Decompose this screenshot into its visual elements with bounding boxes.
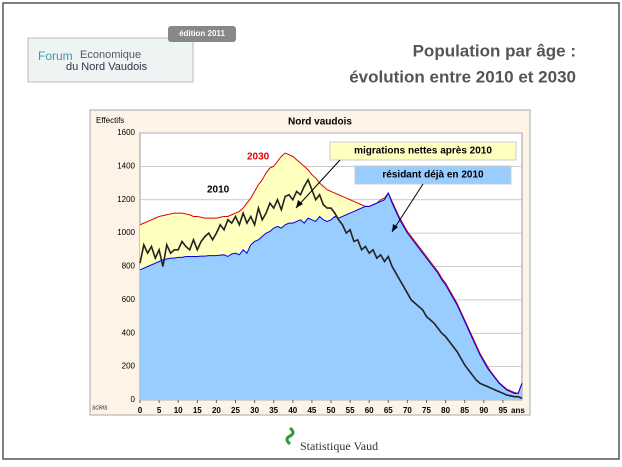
x-tick-label: 85 — [460, 406, 469, 415]
annotation: 2010 — [207, 185, 230, 196]
brand-icon — [285, 426, 295, 446]
title: Population par âge : — [413, 41, 576, 60]
x-tick-label: 20 — [212, 406, 221, 415]
x-tick-label: 95 — [498, 406, 507, 415]
x-tick-label: 75 — [422, 406, 431, 415]
x-tick-label: 50 — [327, 406, 336, 415]
y-tick-label: 1400 — [117, 161, 135, 170]
x-tick-label: 0 — [138, 406, 143, 415]
y-tick-label: 1000 — [117, 228, 135, 237]
line — [139, 152, 523, 394]
arrow-head — [296, 200, 303, 208]
x-tick-label: 25 — [231, 406, 240, 415]
y-tick-label: 400 — [122, 328, 136, 337]
x-tick-label: 70 — [403, 406, 412, 415]
line — [139, 177, 523, 400]
x-tick-label: 45 — [307, 406, 316, 415]
y-tick-label: 1600 — [117, 128, 135, 137]
y-axis-label: Effectifs — [96, 116, 124, 125]
x-tick-label: 35 — [269, 406, 278, 415]
y-tick-label: 1200 — [117, 195, 135, 204]
logo-text: Economique — [80, 49, 141, 61]
x-tick-label: 15 — [193, 406, 202, 415]
x-tick-label: 55 — [346, 406, 355, 415]
arrow — [295, 159, 341, 209]
x-tick-label: 30 — [250, 406, 259, 415]
x-tick-label: 80 — [441, 406, 450, 415]
footer-brand: Statistique Vaud — [300, 439, 378, 453]
arrow-head — [392, 224, 398, 232]
chart-title: Nord vaudois — [288, 117, 352, 128]
y-tick-label: 0 — [131, 395, 136, 404]
source: SCRIS — [92, 405, 108, 411]
annotation-box — [354, 165, 512, 185]
logo-text: du Nord Vaudois — [66, 61, 148, 73]
y-tick-label: 800 — [122, 262, 136, 271]
annotation-box — [329, 141, 517, 161]
y-tick-label: 200 — [122, 362, 136, 371]
x-tick-label: 90 — [479, 406, 488, 415]
annotation: migrations nettes après 2010 — [354, 146, 492, 157]
line — [139, 191, 523, 394]
arrow — [391, 183, 424, 233]
edition: édition 2011 — [179, 29, 225, 38]
annotation: 2030 — [247, 152, 270, 163]
x-tick-label: 5 — [157, 406, 162, 415]
chart: 0 200 400 600 800 1000 1200 1400 1600 0 5 10 15 20 25 3… — [92, 116, 525, 415]
x-unit: ans — [511, 406, 525, 415]
x-tick-label: 40 — [288, 406, 297, 415]
annotation: résidant déjà en 2010 — [382, 170, 484, 181]
title: évolution entre 2010 et 2030 — [349, 67, 576, 86]
y-tick-label: 600 — [122, 295, 136, 304]
area — [140, 193, 522, 400]
logo-text: Forum — [38, 49, 73, 63]
edition-badge — [168, 26, 236, 42]
x-tick-label: 60 — [365, 406, 374, 415]
x-tick-label: 65 — [384, 406, 393, 415]
x-tick-label: 10 — [174, 406, 183, 415]
logo-box — [27, 37, 194, 83]
